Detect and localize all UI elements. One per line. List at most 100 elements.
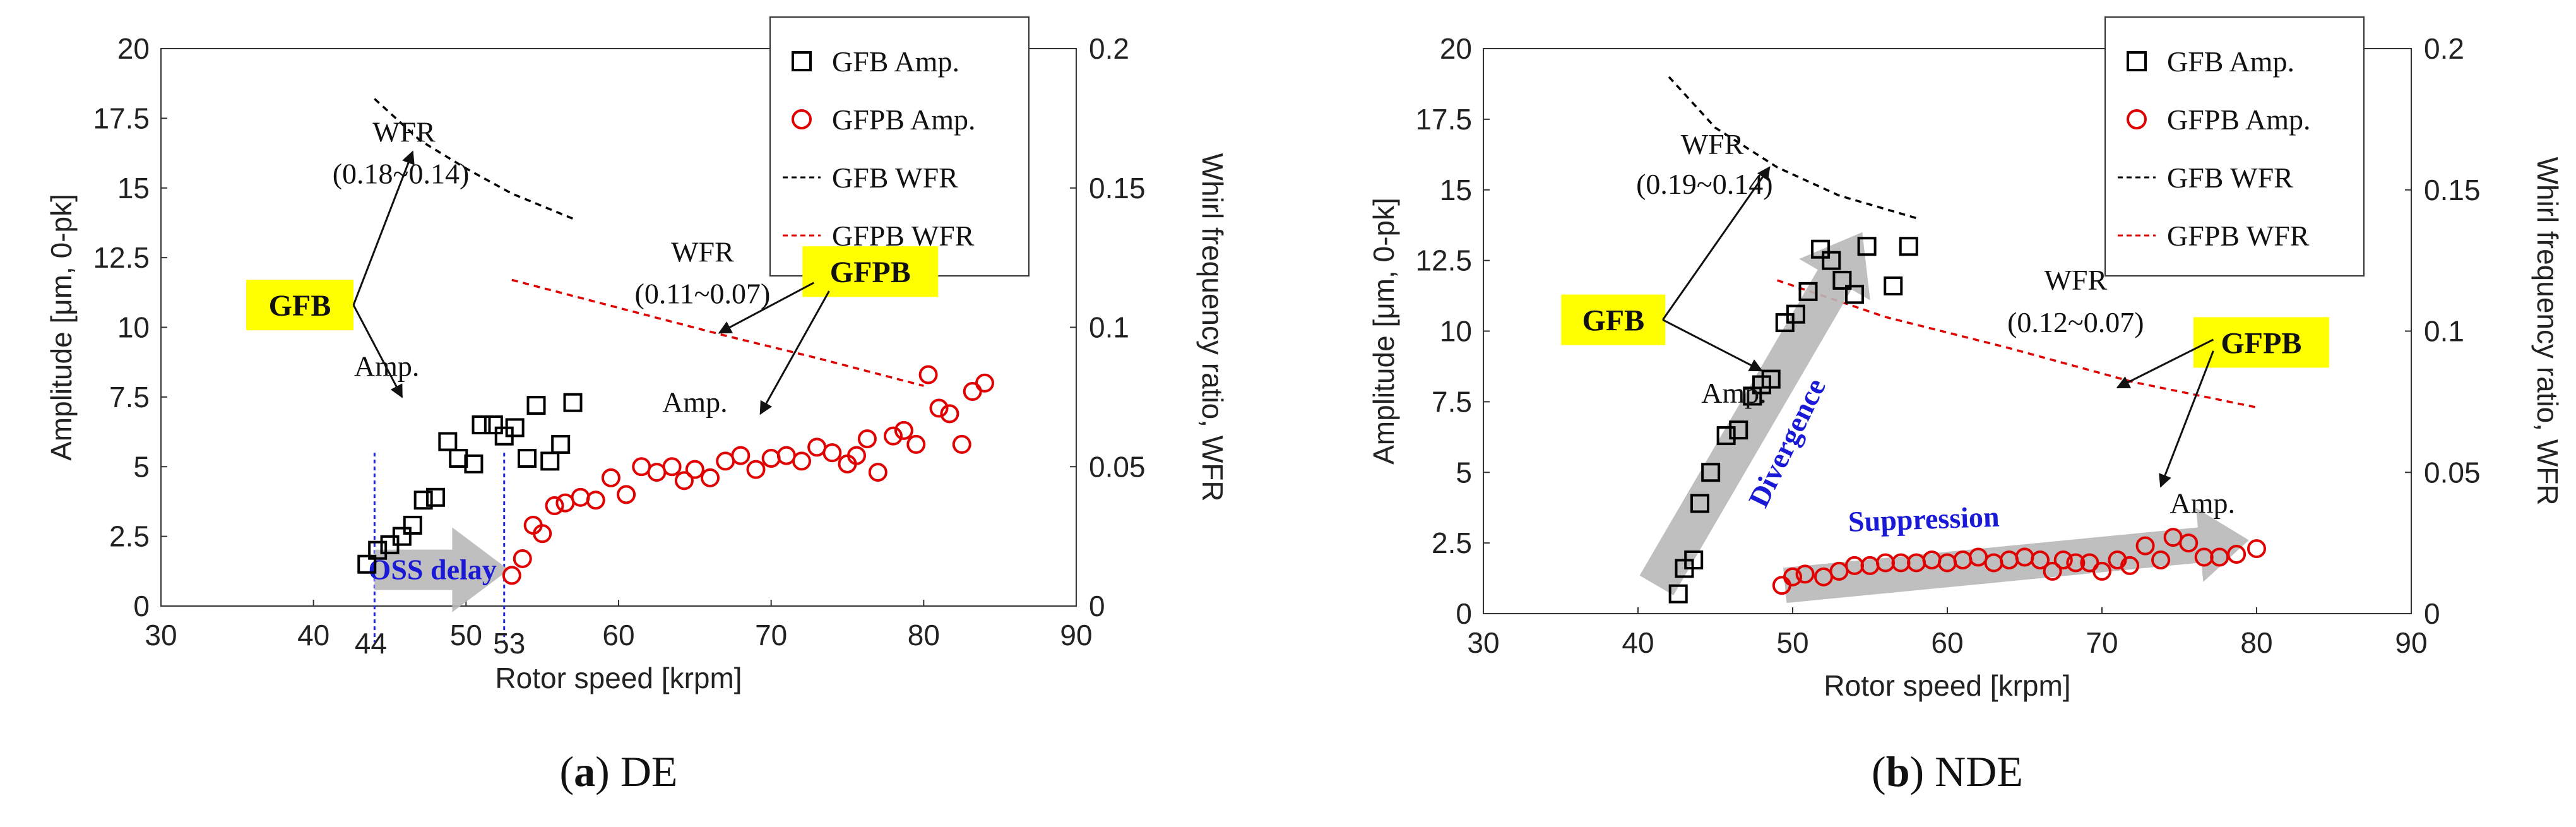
gfpb-wfr-range: (0.11~0.07) <box>635 278 771 310</box>
gfb-amp-point <box>392 527 412 546</box>
y2-tick-label: 0.15 <box>2424 174 2481 206</box>
y-tick-label: 2.5 <box>1432 527 1472 559</box>
legend-box <box>769 16 1030 277</box>
gfb-amp-point <box>551 434 571 454</box>
y2-tick-label: 0.05 <box>1089 450 1146 483</box>
gfpb-amp-label: Amp. <box>2170 487 2236 519</box>
gfb-amp-label: Amp. <box>354 350 420 382</box>
gfpb-amp-point <box>746 460 766 479</box>
gfb-amp-point <box>1832 270 1852 290</box>
gfb-amp-point <box>484 415 503 435</box>
legend-entry: GFB Amp. <box>2167 45 2294 78</box>
legend-entry: GFPB Amp. <box>832 104 976 136</box>
y2-tick-label: 0.1 <box>1089 311 1129 344</box>
y-tick-label: 7.5 <box>109 381 150 413</box>
gfpb-wfr-label: WFR <box>671 235 734 268</box>
x-tick-label: 90 <box>2395 626 2427 659</box>
gfpb-amp-point <box>894 420 913 440</box>
gfpb-amp-point <box>586 491 605 510</box>
gfpb-amp-point <box>929 398 949 418</box>
x-tick-label: 40 <box>1622 626 1654 659</box>
gfpb-amp-point <box>1795 564 1815 584</box>
gfpb-amp-point <box>940 404 959 424</box>
legend-square-icon <box>792 51 812 71</box>
gfpb-amp-point <box>731 446 751 465</box>
gfpb-amp-point <box>822 443 842 463</box>
x-tick-label: 70 <box>755 619 787 651</box>
gfb-amp-point <box>368 540 388 560</box>
caption-a: (a) DE <box>560 747 678 795</box>
x-tick-label: 60 <box>1931 626 1963 659</box>
gfb-amp-point <box>1716 426 1736 446</box>
gfpb-amp-point <box>906 434 926 454</box>
legend-box <box>2104 16 2365 277</box>
y-tick-label: 12.5 <box>93 241 150 274</box>
legend-circle-icon <box>792 109 812 129</box>
gfpb-tag: GFPB <box>2221 326 2301 360</box>
gfb-amp-point <box>426 487 445 507</box>
gfpb-tag-highlight <box>2193 317 2329 368</box>
gfb-amp-point <box>518 449 537 468</box>
gfb-wfr-arrow <box>352 150 415 306</box>
y2-tick-label: 0.05 <box>2424 456 2481 489</box>
y2-axis-label: Whirl frequency ratio, WFR <box>1196 153 1229 501</box>
gfpb-amp-point <box>761 449 781 468</box>
gfpb-amp-point <box>2053 550 2073 569</box>
gfb-amp-point <box>1845 285 1864 304</box>
gfpb-amp-point <box>502 566 521 585</box>
y-tick-label: 15 <box>1440 174 1472 206</box>
y-tick-label: 17.5 <box>1415 103 1472 136</box>
gfb-wfr-range: (0.19~0.14) <box>1636 168 1773 200</box>
oss-delay-label: OSS delay <box>369 554 497 586</box>
gfpb-amp-point <box>792 451 811 471</box>
gfpb-amp-point <box>2227 545 2247 564</box>
gfpb-amp-point <box>601 468 620 487</box>
gfpb-amp-point <box>662 457 682 477</box>
gfpb-amp-point <box>2135 536 2155 556</box>
gfpb-amp-point <box>2247 539 2266 559</box>
gfpb-amp-point <box>868 463 887 482</box>
gfpb-tag: GFPB <box>830 256 911 289</box>
gfpb-amp-point <box>807 437 827 457</box>
y2-tick-label: 0.2 <box>2424 32 2464 65</box>
gfb-tag: GFB <box>1582 304 1644 338</box>
x-tick-label: 50 <box>450 619 482 651</box>
gfpb-amp-point <box>847 446 866 465</box>
gfb-amp-point <box>1786 304 1805 324</box>
gfb-amp-point <box>1822 251 1841 270</box>
gfb-amp-point <box>1668 584 1688 604</box>
suppression-label: Suppression <box>1848 501 2000 538</box>
gfpb-wfr-arrow <box>718 282 815 334</box>
x-tick-label: 70 <box>2086 626 2118 659</box>
gfpb-amp-point <box>857 429 877 449</box>
y2-tick-label: 0.1 <box>2424 315 2464 348</box>
y-tick-label: 20 <box>117 32 150 65</box>
gfpb-amp-point <box>632 457 651 477</box>
gfb-amp-point <box>1690 494 1709 513</box>
caption-text: ) NDE <box>1910 747 2023 795</box>
caption-paren: ( <box>560 747 574 795</box>
x-tick-label: 40 <box>297 619 329 651</box>
gfb-amp-point <box>1857 237 1877 256</box>
gfpb-amp-arrow <box>2159 350 2214 488</box>
gfpb-amp-point <box>513 549 532 568</box>
gfb-amp-point <box>464 454 484 473</box>
gfb-amp-point <box>505 418 525 437</box>
gfb-amp-point <box>472 415 491 435</box>
y2-axis-label: Whirl frequency ratio, WFR <box>2531 157 2564 505</box>
gfb-amp-point <box>1729 420 1748 440</box>
gfpb-amp-point <box>2151 550 2171 569</box>
gfb-amp-point <box>403 515 422 535</box>
gfpb-wfr-range: (0.12~0.07) <box>2007 306 2144 338</box>
y2-tick-label: 0.2 <box>1089 32 1129 65</box>
y2-tick-label: 0 <box>2424 597 2440 630</box>
x-tick-label: 80 <box>2240 626 2272 659</box>
gfb-amp-point <box>1899 237 1918 256</box>
gfpb-amp-point <box>952 434 971 454</box>
gfpb-amp-point <box>716 451 735 471</box>
oss-vline-label: 44 <box>355 627 387 660</box>
x-tick-label: 30 <box>1467 626 1499 659</box>
y-tick-label: 0 <box>133 590 150 622</box>
gfpb-amp-point <box>2120 556 2140 575</box>
